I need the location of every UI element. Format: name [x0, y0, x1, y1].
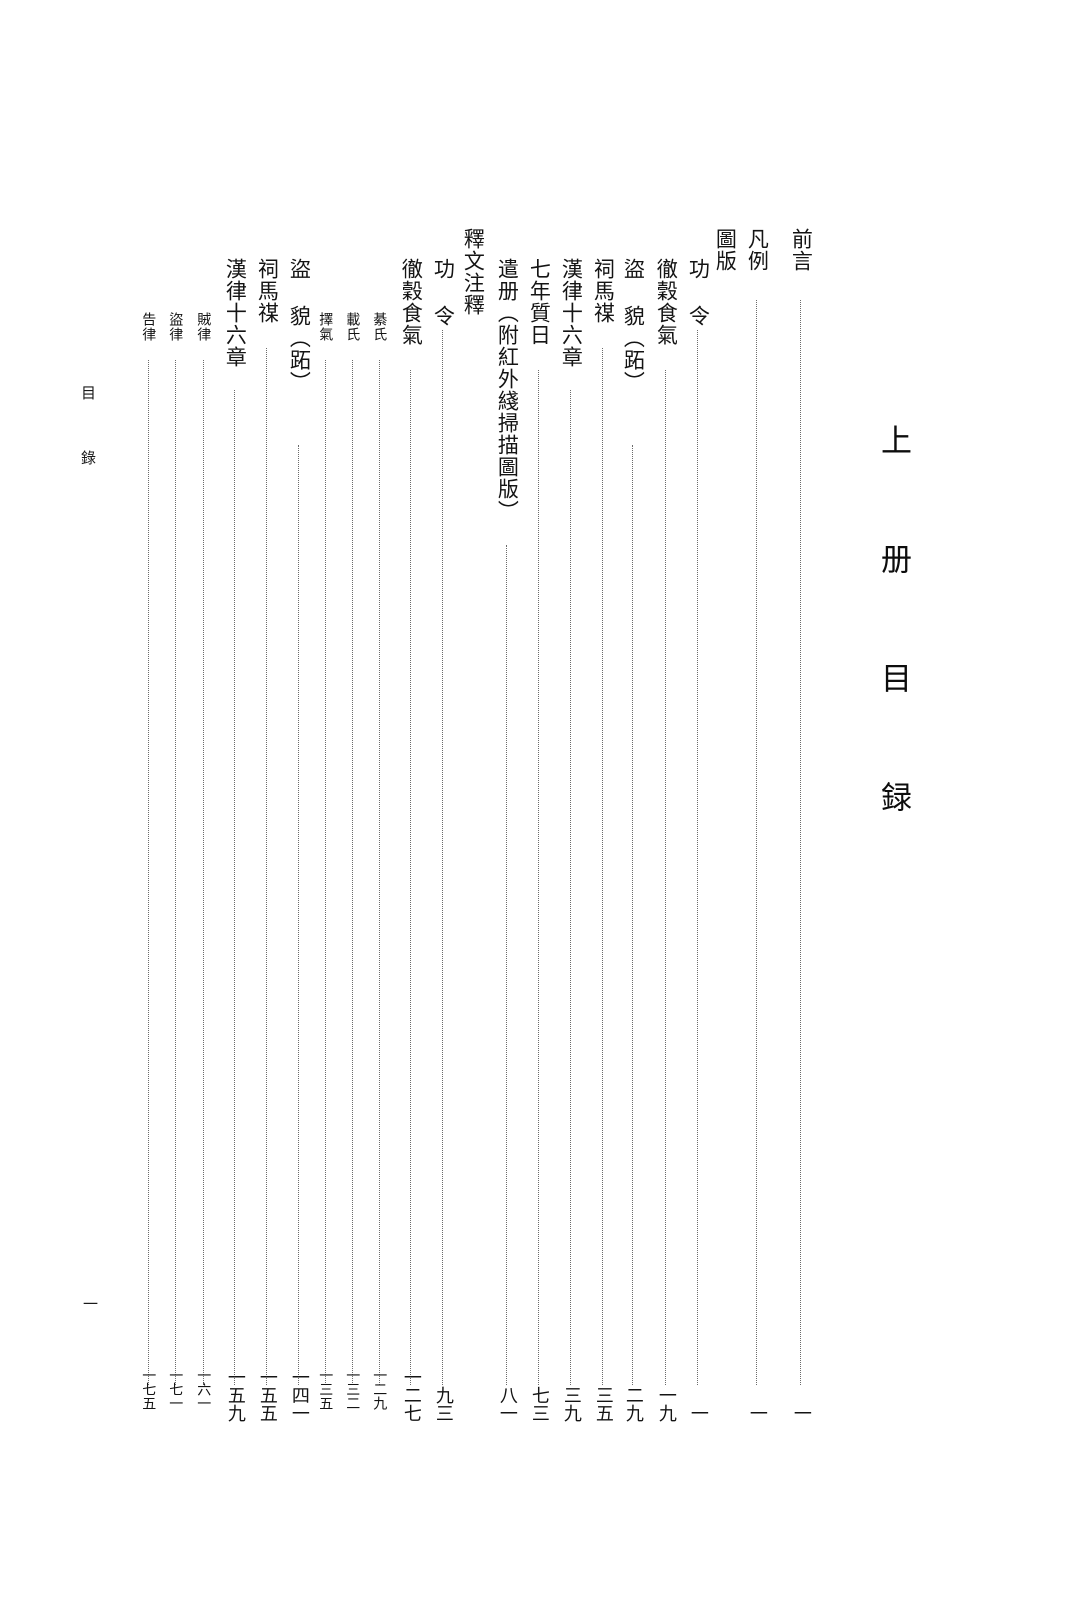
- toc-entry-label: 圖版: [713, 228, 738, 272]
- toc-entry[interactable]: 賊律: [195, 0, 212, 1599]
- toc-leader-dots: [800, 300, 801, 1385]
- toc-entry[interactable]: 功 令: [686, 0, 711, 1599]
- toc-leader-dots: [756, 300, 757, 1385]
- toc-page-number: 一五五: [256, 1368, 278, 1422]
- toc-entry[interactable]: 擇氣: [317, 0, 334, 1599]
- toc-entry-label: 載氏: [344, 312, 361, 342]
- toc-leader-dots: [147, 360, 149, 1385]
- toc-entry[interactable]: 凡例: [745, 0, 770, 1599]
- page-title: 上 册 目 録: [875, 424, 911, 838]
- toc-entry-label: 祠馬禖: [591, 258, 616, 324]
- toc-page-number: 三九: [560, 1386, 582, 1422]
- toc-page-number: 一三五: [317, 1368, 334, 1410]
- toc-entry[interactable]: 祠馬禖: [255, 0, 280, 1599]
- toc-entry-label: 盜 貌（跖）: [621, 258, 646, 393]
- toc-leader-dots: [632, 445, 633, 1385]
- toc-entry[interactable]: 釋文注釋: [461, 0, 486, 1599]
- toc-leader-dots: [378, 360, 380, 1385]
- toc-entry-label: 漢律十六章: [223, 258, 248, 368]
- toc-entry[interactable]: 祠馬禖: [591, 0, 616, 1599]
- toc-entry[interactable]: 漢律十六章: [559, 0, 584, 1599]
- toc-entry[interactable]: 徹穀食氣: [399, 0, 424, 1599]
- toc-entry[interactable]: 盜律: [167, 0, 184, 1599]
- toc-leader-dots: [234, 390, 235, 1385]
- toc-page-number: 一四一: [288, 1368, 310, 1422]
- toc-page-number: 一二七: [400, 1368, 422, 1422]
- toc-page-number: 一七一: [167, 1368, 184, 1410]
- toc-page-number: 八一: [496, 1386, 518, 1422]
- toc-leader-dots: [602, 348, 603, 1385]
- toc-leader-dots: [202, 360, 204, 1385]
- toc-leader-dots: [570, 390, 571, 1385]
- toc-leader-dots: [410, 370, 411, 1385]
- toc-entry[interactable]: 前言: [789, 0, 814, 1599]
- toc-entry[interactable]: 告律: [140, 0, 157, 1599]
- toc-page-number: 一: [687, 1404, 709, 1422]
- toc-entry[interactable]: 盜 貌（跖）: [621, 0, 646, 1599]
- toc-page-number: 一二九: [371, 1368, 388, 1410]
- toc-page-number: 一: [746, 1404, 768, 1422]
- toc-page-number: 二九: [622, 1386, 644, 1422]
- toc-entry-label: 徹穀食氣: [399, 258, 424, 346]
- toc-entry-label: 告律: [140, 312, 157, 342]
- toc-page-number: 七三: [528, 1386, 550, 1422]
- toc-entry[interactable]: 綦氏: [371, 0, 388, 1599]
- toc-page-number: 一六一: [195, 1368, 212, 1410]
- toc-entry[interactable]: 盜 貌（跖）: [287, 0, 312, 1599]
- toc-leader-dots: [298, 445, 299, 1385]
- toc-entry-label: 擇氣: [317, 312, 334, 342]
- toc-page-number: 一五九: [224, 1368, 246, 1422]
- toc-entry[interactable]: 遣册（附紅外綫掃描圖版）: [495, 0, 520, 1599]
- toc-entry-label: 凡例: [745, 228, 770, 272]
- toc-leader-dots: [324, 360, 326, 1385]
- toc-entry-label: 釋文注釋: [461, 228, 486, 316]
- toc-leader-dots: [665, 370, 666, 1385]
- toc-entry-label: 七年質日: [527, 258, 552, 346]
- toc-entry-label: 盜律: [167, 312, 184, 342]
- toc-page-number: 三五: [592, 1386, 614, 1422]
- toc-page-number: 一: [790, 1404, 812, 1422]
- toc-page-number: 一九: [655, 1386, 677, 1422]
- toc-leader-dots: [506, 545, 507, 1385]
- toc-page-number: 一三二: [344, 1368, 361, 1410]
- toc-leader-dots: [351, 360, 353, 1385]
- toc-entry-label: 功 令: [431, 258, 456, 327]
- toc-entry[interactable]: 漢律十六章: [223, 0, 248, 1599]
- toc-entry[interactable]: 徹穀食氣: [654, 0, 679, 1599]
- toc-entry[interactable]: 載氏: [344, 0, 361, 1599]
- toc-page-number: 九三: [432, 1386, 454, 1422]
- toc-entry-label: 盜 貌（跖）: [287, 258, 312, 393]
- toc-entry[interactable]: 七年質日: [527, 0, 552, 1599]
- toc-leader-dots: [442, 330, 443, 1385]
- toc-entry-label: 漢律十六章: [559, 258, 584, 368]
- toc-leader-dots: [266, 348, 267, 1385]
- toc-entry-label: 功 令: [686, 258, 711, 327]
- toc-leader-dots: [174, 360, 176, 1385]
- toc-entry-label: 徹穀食氣: [654, 258, 679, 346]
- toc-entry[interactable]: 圖版: [713, 0, 738, 1599]
- toc-entry-label: 賊律: [195, 312, 212, 342]
- running-header: 目 錄: [79, 385, 97, 481]
- toc-leader-dots: [538, 370, 539, 1385]
- folio-number: 一: [81, 1296, 99, 1311]
- toc-leader-dots: [697, 330, 698, 1385]
- toc-entry-label: 綦氏: [371, 312, 388, 342]
- toc-entry-label: 祠馬禖: [255, 258, 280, 324]
- toc-entry[interactable]: 功 令: [431, 0, 456, 1599]
- toc-entry-label: 前言: [789, 228, 814, 272]
- toc-page-number: 一七五: [140, 1368, 157, 1410]
- toc-entry-label: 遣册（附紅外綫掃描圖版）: [495, 258, 520, 522]
